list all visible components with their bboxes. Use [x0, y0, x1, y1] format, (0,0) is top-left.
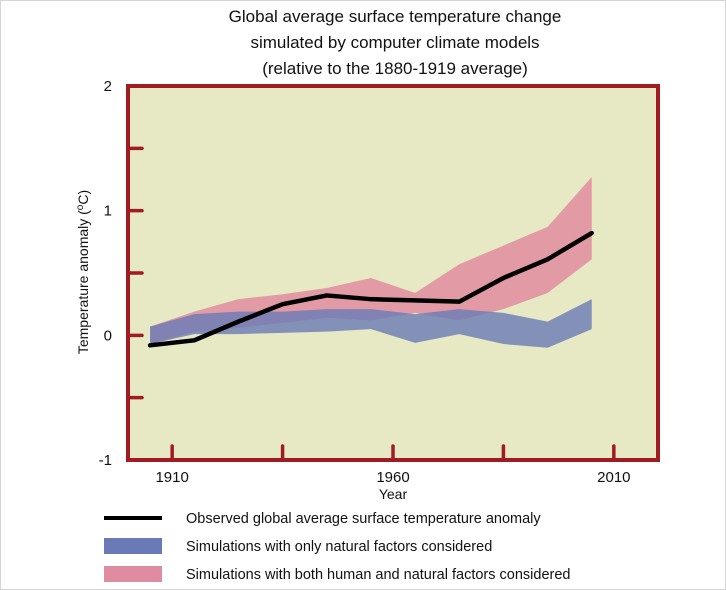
bands-layer: [150, 177, 592, 348]
legend-natural-label: Simulations with only natural factors co…: [186, 539, 492, 555]
legend-human-natural-label: Simulations with both human and natural …: [186, 567, 570, 583]
tick-marks: [126, 146, 616, 462]
x-axis-label: Year: [379, 486, 408, 502]
chart-title-line-2: simulated by computer climate models: [250, 33, 539, 52]
plot-background: [128, 86, 658, 460]
y-tick-label: 2: [104, 78, 112, 95]
y-axis-label: Temperature anomaly (oC): [75, 190, 91, 354]
chart-title-line-1: Global average surface temperature chang…: [229, 7, 562, 26]
legend-natural-swatch: [104, 538, 162, 554]
band-natural-only: [150, 299, 592, 348]
observed-line: [147, 230, 594, 348]
tick-labels: 1910 1960 2010 2 1 0 -1: [99, 78, 631, 486]
y-tick-label: -1: [99, 452, 112, 469]
chart-title: Global average surface temperature chang…: [229, 7, 562, 78]
y-tick-label: 1: [104, 203, 112, 220]
x-tick-label: 1910: [155, 469, 188, 486]
chart-title-line-3: (relative to the 1880-1919 average): [262, 59, 528, 78]
x-tick-label: 2010: [597, 469, 630, 486]
legend-observed-label: Observed global average surface temperat…: [186, 511, 541, 527]
band-human-natural: [150, 177, 592, 345]
y-axis-label-degree: o: [75, 204, 86, 210]
legend: Observed global average surface temperat…: [104, 511, 570, 583]
y-tick-label: 0: [104, 327, 112, 344]
lines-layer: [147, 230, 594, 348]
y-axis-label-prefix: Temperature anomaly (: [75, 210, 91, 354]
y-axis-label-suffix: C): [75, 190, 91, 205]
legend-human-natural-swatch: [104, 566, 162, 582]
x-tick-label: 1960: [376, 469, 409, 486]
